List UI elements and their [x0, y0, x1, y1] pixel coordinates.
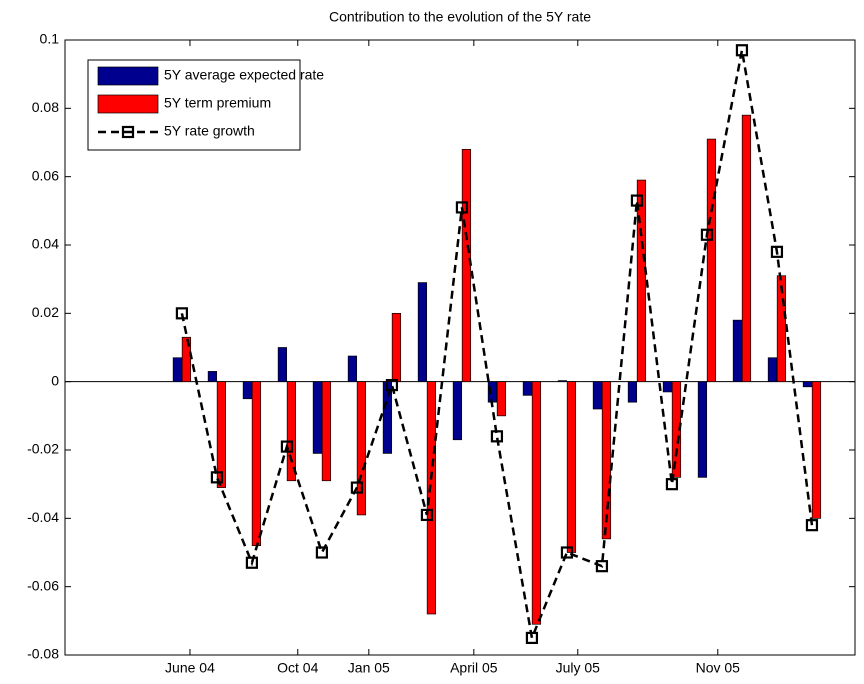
bar: [522, 381, 533, 396]
bar: [312, 381, 323, 454]
x-tick-label: April 05: [450, 660, 498, 676]
marker: [175, 307, 189, 320]
y-tick-label: 0: [51, 372, 59, 388]
plot-frame: [64, 39, 856, 656]
marker: [455, 201, 469, 214]
marker: [420, 508, 434, 522]
bar: [802, 381, 813, 388]
marker: [805, 519, 819, 532]
marker: [490, 430, 504, 443]
bar: [496, 381, 507, 417]
bar: [426, 381, 437, 615]
bar: [251, 381, 262, 547]
y-tick-label: 0.06: [32, 167, 59, 183]
x-tick-label: Jan 05: [348, 660, 390, 676]
y-tick-label: 0.04: [32, 236, 59, 252]
marker: [700, 228, 714, 241]
line: [180, 50, 814, 643]
legend-swatch: [97, 66, 159, 86]
x-tick-label: July 05: [556, 660, 601, 676]
bar: [286, 381, 297, 482]
marker: [665, 478, 679, 491]
bar: [356, 381, 367, 516]
marker: [630, 194, 644, 207]
bar: [277, 347, 288, 383]
x-tick-label: Oct 04: [277, 660, 318, 676]
marker: [560, 546, 574, 559]
marker: [350, 481, 364, 494]
bar: [461, 148, 472, 383]
marker: [245, 556, 259, 569]
marker: [735, 44, 749, 57]
marker: [280, 440, 294, 453]
bar: [347, 355, 358, 383]
legend-label: 5Y term premium: [164, 95, 271, 111]
marker: [595, 560, 609, 573]
bar: [662, 381, 673, 393]
legend-swatch: [97, 94, 159, 114]
bar: [767, 357, 778, 383]
bar: [452, 381, 463, 441]
bar: [697, 381, 708, 478]
y-tick-label: -0.06: [27, 577, 59, 593]
bar: [627, 381, 638, 403]
y-tick-label: 0.02: [32, 304, 59, 320]
bar: [321, 381, 332, 482]
legend-label: 5Y rate growth: [164, 123, 255, 139]
bar: [741, 114, 752, 383]
bar: [592, 381, 603, 410]
y-tick-label: 0.08: [32, 99, 59, 115]
bar: [172, 357, 183, 383]
bar: [417, 282, 428, 383]
bar: [732, 319, 743, 383]
bar: [601, 381, 612, 540]
bar: [391, 312, 402, 383]
marker: [210, 471, 224, 484]
y-tick-label: -0.08: [27, 646, 59, 662]
bar: [811, 381, 822, 519]
bar: [216, 381, 227, 488]
bar: [706, 138, 717, 383]
bar: [531, 381, 542, 625]
bar: [242, 381, 253, 400]
marker: [770, 245, 784, 258]
y-tick-label: -0.02: [27, 441, 59, 457]
marker: [315, 546, 329, 559]
marker: [385, 378, 399, 392]
legend-label: 5Y average expected rate: [164, 67, 324, 83]
bar: [636, 179, 647, 383]
marker: [525, 631, 539, 645]
bar: [557, 380, 568, 383]
x-tick-label: June 04: [165, 660, 215, 676]
bar: [207, 371, 218, 383]
legend-marker: [121, 125, 135, 139]
y-tick-label: 0.1: [40, 31, 60, 47]
chart-title: Contribution to the evolution of the 5Y …: [329, 9, 591, 25]
x-tick-label: Nov 05: [696, 660, 741, 676]
bar: [566, 381, 577, 553]
y-tick-label: -0.04: [27, 509, 59, 525]
